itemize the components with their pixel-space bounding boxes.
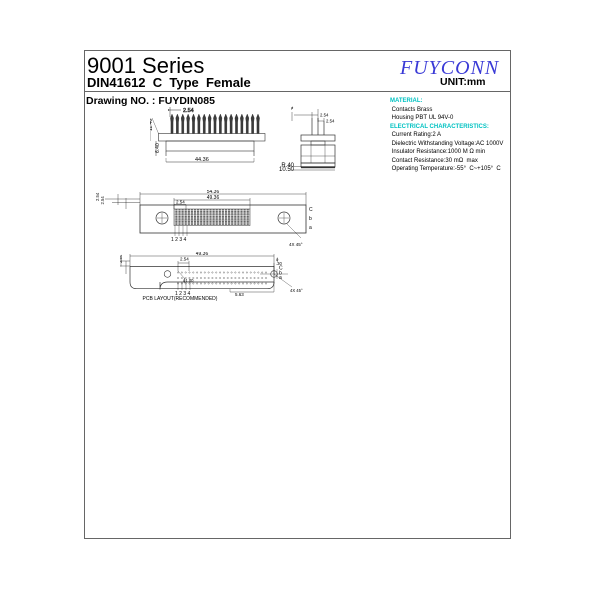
svg-text:ϕ: ϕ (291, 105, 294, 110)
svg-text:PCB LAYOUT(RECOMMENDED): PCB LAYOUT(RECOMMENDED) (143, 296, 218, 302)
svg-text:2.54: 2.54 (100, 196, 105, 205)
svg-text:ϕ1.00: ϕ1.00 (183, 278, 194, 283)
svg-text:b: b (309, 216, 312, 222)
svg-text:49.36: 49.36 (207, 195, 220, 201)
svg-text:C: C (309, 207, 313, 213)
svg-text:4X 45°: 4X 45° (289, 242, 303, 247)
svg-text:a: a (309, 225, 312, 231)
svg-text:44.36: 44.36 (195, 157, 209, 163)
svg-text:2.54: 2.54 (326, 119, 335, 124)
svg-text:2.54: 2.54 (176, 200, 185, 205)
svg-text:49.36: 49.36 (196, 252, 209, 257)
svg-text:2.54: 2.54 (180, 257, 189, 262)
svg-text:1 2 3 4: 1 2 3 4 (171, 237, 187, 243)
svg-text:4X 45°: 4X 45° (290, 288, 303, 293)
svg-text:2.54: 2.54 (320, 113, 329, 118)
svg-text:11.40: 11.40 (150, 119, 154, 131)
svg-text:2.54: 2.54 (183, 108, 194, 114)
svg-text:2.54: 2.54 (120, 254, 123, 263)
svg-text:5.63: 5.63 (235, 292, 244, 297)
